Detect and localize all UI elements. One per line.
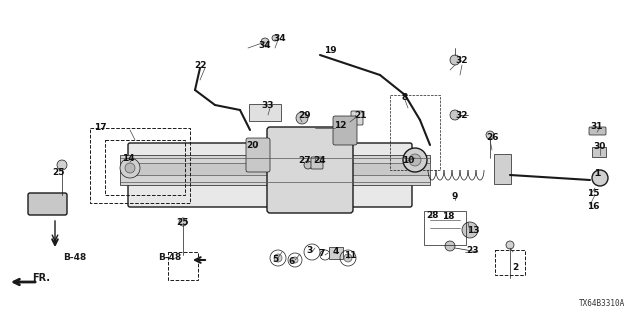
Bar	[168, 252, 198, 280]
FancyBboxPatch shape	[333, 116, 357, 145]
Bar	[120, 155, 430, 185]
Circle shape	[409, 154, 421, 166]
FancyBboxPatch shape	[28, 193, 67, 215]
FancyBboxPatch shape	[592, 147, 606, 157]
Bar	[105, 140, 185, 195]
Text: 18: 18	[442, 212, 454, 220]
Text: 32: 32	[456, 110, 468, 119]
Text: 9: 9	[452, 191, 458, 201]
Text: TX64B3310A: TX64B3310A	[579, 299, 625, 308]
Text: 31: 31	[591, 122, 604, 131]
Text: 25: 25	[52, 167, 64, 177]
Text: 24: 24	[314, 156, 326, 164]
Text: 34: 34	[259, 41, 271, 50]
Circle shape	[506, 241, 514, 249]
Text: 3: 3	[306, 245, 312, 254]
Text: 8: 8	[402, 92, 408, 101]
Circle shape	[486, 131, 494, 139]
FancyBboxPatch shape	[329, 247, 343, 259]
Text: 14: 14	[122, 154, 134, 163]
Text: 29: 29	[299, 110, 311, 119]
Text: B-48: B-48	[63, 252, 86, 261]
Text: 25: 25	[176, 218, 188, 227]
Text: 20: 20	[246, 140, 258, 149]
Text: 28: 28	[426, 211, 438, 220]
Text: 16: 16	[587, 202, 599, 211]
Text: 10: 10	[402, 156, 414, 164]
FancyBboxPatch shape	[311, 157, 323, 169]
Text: 21: 21	[354, 110, 366, 119]
Circle shape	[125, 163, 135, 173]
Text: 4: 4	[333, 246, 339, 255]
Text: 26: 26	[486, 132, 499, 141]
Text: 12: 12	[333, 121, 346, 130]
Circle shape	[274, 254, 282, 262]
FancyBboxPatch shape	[128, 143, 412, 207]
Circle shape	[445, 241, 455, 251]
Text: 23: 23	[466, 245, 478, 254]
Circle shape	[403, 148, 427, 172]
FancyBboxPatch shape	[351, 111, 363, 125]
FancyBboxPatch shape	[267, 127, 353, 213]
Circle shape	[462, 222, 478, 238]
Text: 5: 5	[272, 255, 278, 265]
Circle shape	[292, 257, 298, 263]
Text: 15: 15	[587, 188, 599, 197]
FancyBboxPatch shape	[246, 138, 270, 172]
FancyBboxPatch shape	[589, 127, 606, 135]
Circle shape	[272, 35, 278, 41]
Bar	[130, 163, 430, 175]
Circle shape	[179, 218, 187, 226]
Circle shape	[304, 161, 312, 169]
Text: 6: 6	[289, 257, 295, 266]
Bar	[495, 250, 525, 275]
Bar	[390, 95, 440, 170]
Text: 30: 30	[594, 141, 606, 150]
Circle shape	[57, 160, 67, 170]
Text: 7: 7	[319, 249, 325, 258]
Text: 32: 32	[456, 55, 468, 65]
Text: 1: 1	[594, 169, 600, 178]
Circle shape	[592, 170, 608, 186]
Circle shape	[344, 254, 352, 262]
Circle shape	[450, 55, 460, 65]
Text: 17: 17	[93, 123, 106, 132]
Text: 19: 19	[324, 45, 336, 54]
Circle shape	[296, 112, 308, 124]
Text: FR.: FR.	[32, 273, 50, 283]
Text: B-48: B-48	[158, 252, 182, 261]
Text: 11: 11	[344, 252, 356, 260]
Text: 2: 2	[512, 262, 518, 271]
Text: 27: 27	[299, 156, 311, 164]
Text: 34: 34	[274, 34, 286, 43]
Text: 13: 13	[467, 226, 479, 235]
Text: 33: 33	[262, 100, 275, 109]
Circle shape	[450, 110, 460, 120]
Circle shape	[120, 158, 140, 178]
Circle shape	[261, 38, 269, 46]
Text: 22: 22	[194, 60, 206, 69]
FancyBboxPatch shape	[249, 104, 281, 121]
Bar	[90, 128, 190, 203]
FancyBboxPatch shape	[494, 154, 511, 184]
